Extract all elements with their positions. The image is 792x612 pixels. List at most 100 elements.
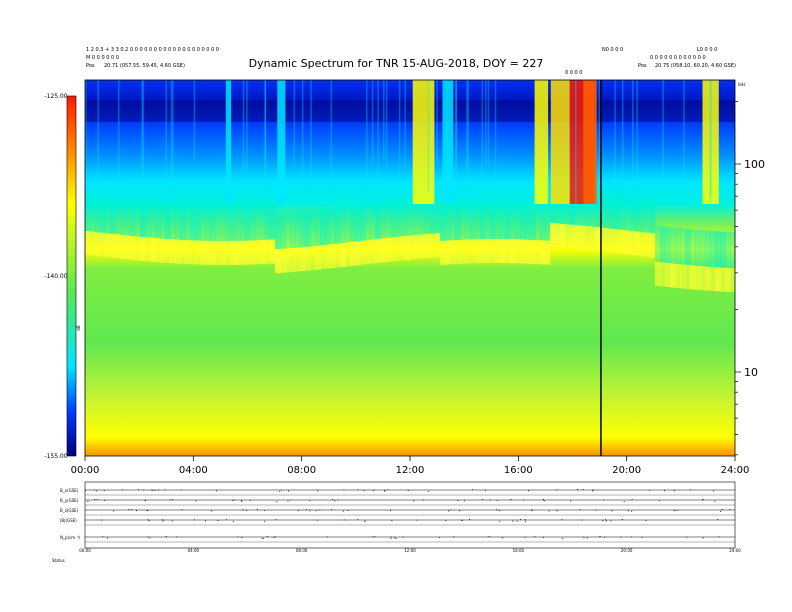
heatmap-cyan-cell (415, 198, 421, 235)
bottom-row-point (714, 500, 716, 502)
heatmap-cyan-cell (310, 210, 316, 247)
bottom-row-point (592, 490, 593, 492)
event-marker-label: 0 0 0 0 (565, 70, 583, 76)
heatmap-boundary-cell (615, 229, 621, 254)
heatmap-cyan-cell (250, 204, 256, 241)
heatmap-streak (242, 80, 245, 192)
heatmap-cyan-cell (335, 207, 341, 244)
bottom-row-point (631, 510, 633, 512)
bottom-row-point (531, 509, 533, 511)
heatmap-burst (442, 80, 454, 204)
heatmap-boundary-cell (160, 238, 166, 263)
heatmap-boundary-cell (290, 248, 296, 272)
heatmap-boundary-cell (395, 236, 401, 261)
bottom-row-point (729, 509, 731, 510)
heatmap-boundary-cell (645, 232, 651, 257)
heatmap-boundary-cell (710, 267, 716, 291)
heatmap-boundary-cell (520, 239, 526, 264)
heatmap-boundary-cell (525, 239, 531, 264)
heatmap-cyan-cell (705, 230, 711, 267)
heatmap-streak (301, 80, 304, 181)
heatmap-streak (193, 80, 196, 161)
heatmap-boundary-cell (125, 235, 131, 260)
bottom-row-label: B_x(GSE) (60, 488, 79, 493)
bottom-row-point (519, 519, 521, 520)
heatmap-cyan-cell (115, 198, 121, 235)
heatmap-cyan-cell (215, 205, 221, 241)
bottom-row-point (459, 510, 461, 512)
bottom-row-point (147, 510, 149, 512)
x-tick-label: 16:00 (504, 465, 533, 476)
bottom-row-point (489, 536, 491, 538)
heatmap-boundary-cell (650, 233, 656, 258)
bottom-row-point (144, 499, 146, 501)
heatmap-boundary-cell (690, 265, 696, 290)
bottom-row-point (330, 509, 332, 511)
bottom-row-point (357, 489, 359, 491)
bottom-row-label: B_z(GSE) (60, 508, 79, 513)
heatmap-boundary-cell (325, 244, 331, 269)
heatmap-cyan-cell (635, 195, 641, 232)
heatmap-boundary-cell (565, 224, 571, 249)
heatmap-boundary-cell (405, 235, 411, 260)
heatmap-cyan-cell (485, 203, 491, 239)
heatmap-boundary-cell (440, 240, 446, 265)
heatmap-boundary-cell (545, 240, 551, 265)
heatmap-boundary-cell (95, 232, 101, 257)
heatmap-streak (614, 80, 616, 197)
heatmap-cyan-cell (95, 196, 101, 233)
bottom-row-point (606, 520, 607, 522)
bottom-row-point (363, 490, 365, 492)
heatmap-boundary-cell (435, 233, 441, 258)
bottom-row-point (621, 519, 623, 520)
heatmap-streak (487, 80, 490, 166)
bottom-x-tick-label: 12:00 (404, 548, 416, 553)
bottom-row-point (570, 500, 572, 502)
bottom-row-point (364, 520, 366, 522)
bottom-row-point (604, 519, 606, 521)
heatmap-cyan-cell (180, 203, 186, 240)
bottom-row-point (279, 490, 281, 492)
heatmap-cyan-cell (270, 203, 276, 240)
x-axis: 00:00 04:00 08:00 12:00 16:00 20:00 24:00 (71, 456, 749, 476)
bottom-row-point (164, 489, 166, 491)
heatmap-cyan-cell (555, 187, 561, 224)
heatmap-cyan-cell (195, 204, 201, 241)
bottom-row-point (482, 499, 484, 500)
bottom-row-point (658, 500, 660, 502)
bottom-row-point (445, 520, 447, 521)
heatmap-cyan-cell (565, 188, 571, 225)
bottom-row-label: N_p(cm⁻³) (60, 535, 81, 540)
heatmap-boundary-cell (110, 233, 116, 258)
heatmap-cyan-cell (530, 203, 536, 240)
header-left-pos-value: 20.71 (057.55, 59.45, 4.60 GSE) (104, 63, 185, 69)
heatmap-boundary-cell (265, 239, 271, 264)
heatmap-boundary-cell (300, 247, 306, 272)
heatmap-boundary-cell (600, 227, 606, 252)
heatmap-boundary-cell (470, 239, 476, 264)
heatmap-cyan-cell (110, 197, 116, 234)
bottom-x-tick-label: 08:00 (296, 548, 308, 553)
heatmap-streak (330, 80, 333, 216)
heatmap-boundary-cell (225, 241, 231, 265)
bottom-row-point (413, 500, 415, 502)
heatmap-streak (142, 80, 144, 179)
bottom-row-point (102, 536, 104, 538)
heatmap-cyan-cell (380, 202, 386, 239)
bottom-row-point (702, 537, 704, 539)
bottom-row-point (717, 519, 719, 520)
bottom-row-point (275, 519, 277, 520)
x-tick-label: 00:00 (71, 465, 100, 476)
heatmap-cyan-cell (625, 194, 631, 231)
bottom-row-point (241, 500, 242, 502)
bottom-row-point (276, 501, 278, 502)
heatmap-cyan-cell (230, 204, 236, 241)
heatmap-cyan-cell (595, 191, 601, 228)
heatmap-cyan-cell (725, 231, 731, 268)
x-tick-label: 12:00 (396, 465, 425, 476)
bottom-x-tick-label: 04:00 (188, 548, 200, 553)
heatmap-cyan-cell (445, 204, 451, 241)
heatmap-boundary-cell (595, 227, 601, 252)
heatmap-streak (427, 80, 430, 192)
heatmap-cyan-cell (130, 200, 136, 236)
